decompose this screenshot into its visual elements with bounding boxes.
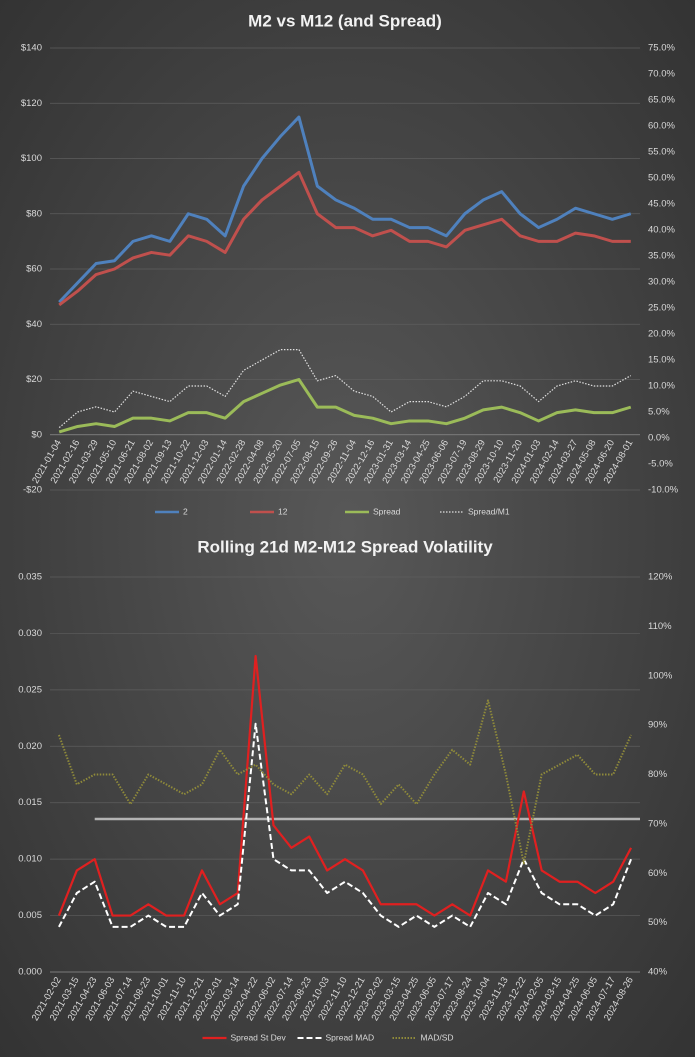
y2-tick-label: 0.0% bbox=[648, 433, 670, 444]
series-line bbox=[58, 115, 632, 304]
y-tick-label: 0.020 bbox=[18, 741, 42, 752]
series-line bbox=[58, 722, 632, 928]
y-tick-label: 0.005 bbox=[18, 910, 42, 921]
y-tick-label: -$20 bbox=[23, 485, 42, 496]
legend-label: Spread St Dev bbox=[231, 1032, 287, 1042]
y-tick-label: $120 bbox=[21, 98, 42, 109]
y2-tick-label: 65.0% bbox=[648, 95, 675, 106]
series-line bbox=[58, 349, 632, 429]
y2-tick-label: -5.0% bbox=[648, 459, 673, 470]
legend-label: 12 bbox=[278, 506, 288, 516]
series-line bbox=[58, 378, 632, 434]
legend-label: MAD/SD bbox=[421, 1032, 454, 1042]
y2-tick-label: -10.0% bbox=[648, 485, 679, 496]
y2-tick-label: 110% bbox=[648, 621, 672, 632]
y-tick-label: $100 bbox=[21, 153, 42, 164]
y2-tick-label: 120% bbox=[648, 572, 673, 583]
y-tick-label: $80 bbox=[26, 208, 42, 219]
y2-tick-label: 90% bbox=[648, 720, 668, 731]
y2-tick-label: 80% bbox=[648, 769, 668, 780]
y2-tick-label: 75.0% bbox=[648, 43, 675, 54]
chart-title: M2 vs M12 (and Spread) bbox=[248, 11, 442, 30]
y2-tick-label: 40% bbox=[648, 967, 668, 978]
y2-tick-label: 70% bbox=[648, 818, 668, 829]
legend-label: Spread MAD bbox=[326, 1032, 375, 1042]
y2-tick-label: 15.0% bbox=[648, 355, 675, 366]
y2-tick-label: 50% bbox=[648, 917, 668, 928]
y2-tick-label: 100% bbox=[648, 670, 673, 681]
y-tick-label: $20 bbox=[26, 374, 42, 385]
y2-tick-label: 60% bbox=[648, 868, 668, 879]
series-line bbox=[57, 699, 632, 865]
series-line bbox=[58, 170, 631, 307]
y-tick-label: $0 bbox=[31, 429, 42, 440]
y2-tick-label: 45.0% bbox=[648, 199, 675, 210]
y2-tick-label: 10.0% bbox=[648, 381, 675, 392]
y2-tick-label: 30.0% bbox=[648, 277, 675, 288]
y2-tick-label: 20.0% bbox=[648, 329, 675, 340]
legend-label: 2 bbox=[183, 506, 188, 516]
y2-tick-label: 60.0% bbox=[648, 121, 675, 132]
y-tick-label: 0.000 bbox=[18, 967, 42, 978]
y-tick-label: $140 bbox=[21, 43, 42, 54]
y-tick-label: 0.030 bbox=[18, 628, 42, 639]
legend-label: Spread/M1 bbox=[468, 506, 510, 516]
y2-tick-label: 5.0% bbox=[648, 407, 670, 418]
legend-label: Spread bbox=[373, 506, 401, 516]
chart-title: Rolling 21d M2-M12 Spread Volatility bbox=[197, 537, 493, 556]
series-line bbox=[57, 654, 633, 917]
y2-tick-label: 35.0% bbox=[648, 251, 675, 262]
y2-tick-label: 25.0% bbox=[648, 303, 675, 314]
y2-tick-label: 70.0% bbox=[648, 69, 675, 80]
y2-tick-label: 55.0% bbox=[648, 147, 675, 158]
y-tick-label: 0.010 bbox=[18, 854, 42, 865]
y-tick-label: 0.035 bbox=[18, 572, 42, 583]
y-tick-label: 0.025 bbox=[18, 684, 42, 695]
y2-tick-label: 40.0% bbox=[648, 225, 675, 236]
y-tick-label: 0.015 bbox=[18, 797, 42, 808]
y-tick-label: $40 bbox=[26, 319, 42, 330]
y-tick-label: $60 bbox=[26, 264, 42, 275]
y2-tick-label: 50.0% bbox=[648, 173, 675, 184]
